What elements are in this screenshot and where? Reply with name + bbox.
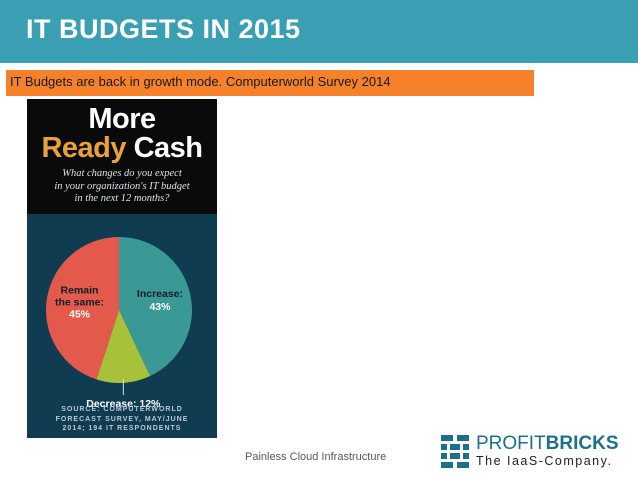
- profitbricks-logo-icon: [441, 435, 469, 468]
- footer-text: Painless Cloud Infrastructure: [245, 451, 387, 463]
- brand-name: PROFITBRICKS: [476, 434, 619, 454]
- pie-label-remain: Remain: [61, 285, 99, 297]
- question-line: in your organization's IT budget: [54, 180, 190, 192]
- pie-label-increase: Increase:: [137, 288, 183, 300]
- title-bar: IT BUDGETS IN 2015: [0, 0, 638, 63]
- subtitle-text: IT Budgets are back in growth mode. Comp…: [10, 74, 391, 89]
- source-line: FORECAST SURVEY, MAY/JUNE: [55, 415, 189, 423]
- pie-slice-0: [119, 237, 192, 377]
- slide-title: IT BUDGETS IN 2015: [26, 14, 301, 44]
- source-line: SOURCE: COMPUTERWORLD: [61, 406, 183, 413]
- heading-more: More: [88, 103, 156, 135]
- brand-name-bricks: BRICKS: [545, 433, 619, 454]
- question-line: in the next 12 months?: [74, 193, 170, 204]
- pie-label-decrease: Decrease: 12%: [86, 398, 161, 410]
- question-line: What changes do you expect: [62, 168, 182, 179]
- heading-word-cash: Cash: [133, 132, 203, 164]
- subtitle-bar: IT Budgets are back in growth mode. Comp…: [6, 70, 534, 96]
- heading-word-ready: Ready: [41, 132, 127, 164]
- brand-name-profit: PROFIT: [476, 433, 546, 454]
- survey-question: What changes do you expect in your organ…: [35, 168, 209, 206]
- heading-ready-cash: Ready Cash: [27, 132, 217, 165]
- source-line: 2014; 194 IT RESPONDENTS: [62, 425, 182, 432]
- brand-tagline: The IaaS-Company.: [476, 454, 613, 468]
- pie-value-increase: 43%: [149, 301, 171, 313]
- brand-logo: PROFITBRICKS The IaaS-Company.: [441, 434, 621, 470]
- pie-slice-2: [45, 237, 120, 380]
- pie-label-remain: the same:: [55, 297, 104, 309]
- infographic-card: More Ready Cash What changes do you expe…: [27, 99, 217, 438]
- infographic-header: More Ready Cash What changes do you expe…: [27, 99, 217, 214]
- chart-source: SOURCE: COMPUTERWORLD FORECAST SURVEY, M…: [27, 405, 217, 434]
- pie-value-remain: 45%: [69, 309, 91, 321]
- pie-slice-1: [96, 310, 151, 384]
